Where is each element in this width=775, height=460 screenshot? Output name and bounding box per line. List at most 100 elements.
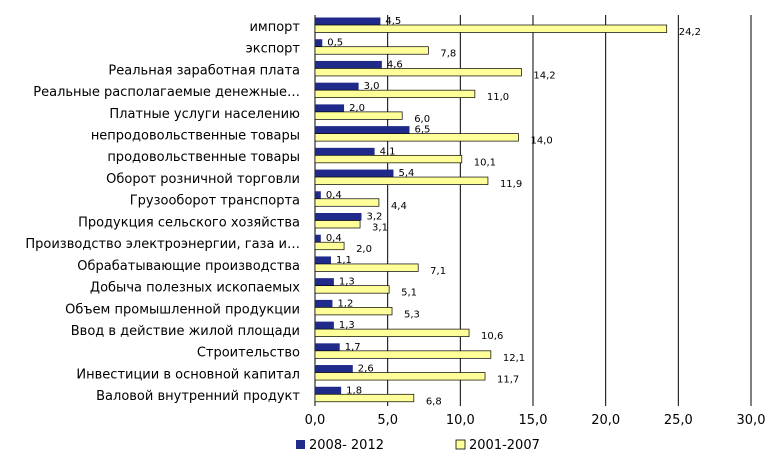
x-tick-label: 0,0 — [305, 413, 326, 428]
x-axis-tick-labels: 0,0 5,0 10,0 15,0 20,0 25,0 30,0 — [305, 413, 766, 428]
value-label-2001-2007: 12,1 — [503, 353, 525, 364]
category-label: Платные услуги населению — [109, 107, 300, 122]
bar-2008-2012 — [315, 39, 323, 47]
category-label: продовольственные товары — [107, 150, 300, 165]
value-label-2001-2007: 6,8 — [426, 396, 442, 407]
legend: 2008- 2012 2001-2007 — [296, 438, 540, 453]
value-label-2008-2012: 1,1 — [336, 255, 352, 266]
category-label: Ввод в действие жилой площади — [71, 324, 300, 339]
category-label: Производство электроэнергии, газа и… — [25, 237, 300, 252]
category-label: импорт — [249, 20, 300, 35]
value-label-2008-2012: 1,3 — [339, 320, 355, 331]
category-label: Обрабатывающие производства — [77, 259, 300, 274]
category-label: Добыча полезных ископаемых — [90, 281, 300, 296]
bar-2001-2007 — [314, 133, 519, 142]
value-label-2008-2012: 4,6 — [387, 59, 403, 70]
value-label-2001-2007: 11,0 — [487, 92, 509, 103]
category-label: Строительство — [197, 346, 300, 361]
bar-2001-2007 — [314, 176, 489, 185]
value-label-2001-2007: 4,4 — [391, 201, 407, 212]
bar-2008-2012 — [315, 343, 340, 351]
value-label-2001-2007: 5,1 — [401, 288, 417, 299]
legend-swatch-2001-2007 — [455, 439, 466, 450]
category-label: непродовольственные товары — [91, 128, 300, 143]
category-labels: импорт экспорт Реальная заработная плата Ре… — [25, 20, 300, 404]
legend-swatch-2008-2012 — [296, 440, 305, 449]
category-label: Валовой внутренний продукт — [96, 389, 300, 404]
bar-2001-2007 — [314, 89, 476, 99]
value-label-2008-2012: 2,6 — [358, 364, 374, 375]
bar-2001-2007 — [314, 68, 522, 77]
value-label-2008-2012: 3,0 — [364, 81, 380, 92]
bar-2001-2007 — [314, 328, 470, 337]
value-label-2001-2007: 7,8 — [440, 49, 456, 60]
value-label-2008-2012: 6,5 — [414, 125, 430, 136]
bar-2001-2007 — [314, 350, 492, 359]
value-label-2008-2012: 1,2 — [337, 298, 353, 309]
value-label-2001-2007: 24,2 — [679, 27, 701, 38]
value-label-2001-2007: 10,1 — [474, 157, 496, 168]
category-label: Инвестиции в основной капитал — [76, 367, 300, 382]
bar-2008-2012 — [315, 234, 321, 243]
value-label-2008-2012: 1,8 — [346, 385, 362, 396]
value-label-2008-2012: 4,1 — [380, 146, 396, 157]
value-label-2001-2007: 2,0 — [356, 244, 372, 255]
category-label: Оборот розничной торговли — [106, 172, 300, 187]
value-label-2001-2007: 5,3 — [404, 309, 420, 320]
x-tick-label: 15,0 — [519, 413, 548, 428]
value-label-2008-2012: 4,5 — [385, 16, 401, 27]
category-label: Реальная заработная плата — [108, 63, 300, 78]
x-tick-label: 10,0 — [446, 413, 475, 428]
value-label-2001-2007: 7,1 — [430, 266, 446, 277]
bar-2001-2007 — [314, 241, 345, 251]
value-label-2008-2012: 0,4 — [326, 233, 342, 244]
bar-2008-2012 — [315, 256, 331, 264]
x-tick-label: 5,0 — [377, 413, 398, 428]
bars — [314, 17, 668, 403]
value-label-2001-2007: 3,1 — [372, 223, 388, 234]
bar-2001-2007 — [314, 307, 393, 316]
value-label-2001-2007: 11,7 — [497, 375, 519, 386]
x-tick-label: 25,0 — [664, 413, 693, 428]
bar-2008-2012 — [315, 213, 362, 221]
bar-2008-2012 — [315, 82, 359, 91]
category-label: Грузооборот транспорта — [130, 194, 300, 209]
value-label-2001-2007: 14,2 — [533, 70, 555, 81]
grid-lines — [314, 15, 752, 406]
bar-2008-2012 — [315, 321, 334, 330]
legend-label-2001-2007: 2001-2007 — [469, 438, 540, 453]
bar-2001-2007 — [314, 154, 463, 164]
bar-2001-2007 — [314, 263, 419, 272]
bar-2001-2007 — [314, 220, 361, 229]
bar-2008-2012 — [315, 386, 342, 395]
value-label-2008-2012: 5,4 — [398, 168, 414, 179]
value-labels: 4,5 24,2 0,5 7,8 4,6 14,2 3,0 11,0 2,0 6,06,5 14,0… — [326, 16, 701, 407]
bar-2008-2012 — [315, 278, 334, 286]
bar-2008-2012 — [315, 126, 410, 134]
value-label-2008-2012: 0,5 — [327, 38, 343, 49]
bar-2001-2007 — [314, 393, 415, 403]
category-label: Реальные располагаемые денежные… — [33, 85, 300, 100]
value-label-2008-2012: 2,0 — [349, 103, 365, 114]
value-label-2008-2012: 3,2 — [367, 212, 383, 223]
x-tick-label: 20,0 — [591, 413, 620, 428]
value-label-2001-2007: 11,9 — [500, 179, 522, 190]
value-label-2008-2012: 1,7 — [345, 342, 361, 353]
bar-2008-2012 — [315, 169, 394, 178]
bar-2001-2007 — [314, 24, 668, 33]
bar-2001-2007 — [314, 285, 390, 294]
value-label-2001-2007: 6,0 — [414, 114, 430, 125]
bar-2008-2012 — [315, 60, 382, 69]
category-label: экспорт — [246, 42, 301, 57]
legend-label-2008-2012: 2008- 2012 — [309, 438, 384, 453]
value-label-2001-2007: 10,6 — [481, 331, 503, 342]
bar-2008-2012 — [315, 17, 381, 25]
bar-2001-2007 — [314, 111, 403, 120]
bar-2001-2007 — [314, 198, 380, 207]
category-label: Продукция сельского хозяйства — [78, 215, 300, 230]
x-tick-label: 30,0 — [737, 413, 766, 428]
bar-2008-2012 — [315, 191, 321, 199]
value-label-2008-2012: 0,4 — [326, 190, 342, 201]
bar-2001-2007 — [314, 46, 429, 55]
